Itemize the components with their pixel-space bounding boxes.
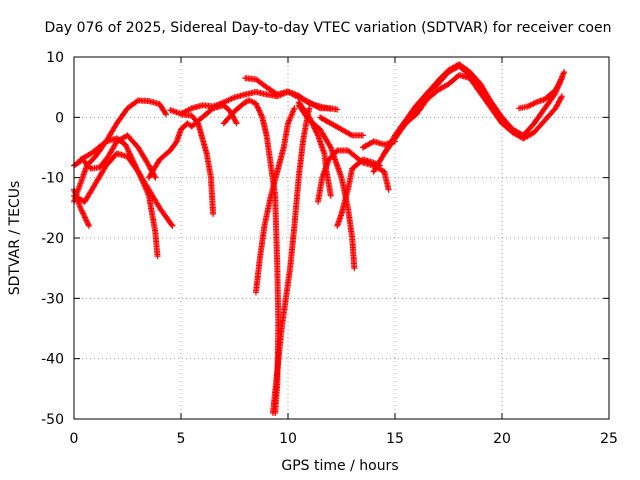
data-point <box>555 99 562 106</box>
data-point <box>359 132 366 139</box>
x-tick-label: 15 <box>386 431 404 447</box>
data-point <box>347 131 354 138</box>
data-point <box>233 120 240 127</box>
x-tick-label: 5 <box>177 431 186 447</box>
data-point <box>84 218 90 225</box>
x-tick-label: 0 <box>70 431 79 447</box>
data-point <box>258 111 264 118</box>
data-point <box>169 222 176 229</box>
data-point <box>306 105 313 112</box>
y-tick-label: 10 <box>46 50 64 66</box>
data-point <box>558 93 565 100</box>
data-point <box>152 174 159 181</box>
data-point <box>253 101 260 108</box>
series-track-21 <box>381 61 568 157</box>
x-tick-label: 20 <box>493 431 511 447</box>
data-point <box>154 253 161 260</box>
data-point <box>291 105 298 112</box>
series-track-22 <box>402 72 527 139</box>
data-point <box>520 132 527 139</box>
data-point <box>210 210 217 217</box>
y-tick-label: -30 <box>41 291 64 307</box>
y-axis-label: SDTVAR / TECUs <box>7 181 23 296</box>
y-tick-label: -40 <box>41 352 64 368</box>
chart-title: Day 076 of 2025, Sidereal Day-to-day VTE… <box>45 20 612 36</box>
series-track-17 <box>334 156 383 229</box>
series-track-23 <box>516 75 565 112</box>
data-point <box>168 221 175 228</box>
x-axis-label: GPS time / hours <box>281 458 398 474</box>
data-point <box>133 98 140 105</box>
data-point <box>327 105 334 112</box>
series-track-1 <box>71 97 169 205</box>
data-point <box>561 69 568 76</box>
y-tick-label: -50 <box>41 412 64 428</box>
series-track-12 <box>252 105 298 296</box>
x-tick-label: 25 <box>600 431 618 447</box>
data-point <box>555 81 562 88</box>
series-track-10 <box>220 97 282 416</box>
axes: 0 5 10 15 20 25 10 0 -10 -20 -30 -40 -50 <box>41 50 618 447</box>
series-track-9 <box>188 102 240 130</box>
data-points <box>71 61 568 416</box>
series-track-6 <box>145 120 195 181</box>
data-point <box>86 222 92 229</box>
y-tick-label: -10 <box>41 171 64 187</box>
series-track-5 <box>77 135 176 229</box>
series-track-8 <box>178 111 217 217</box>
x-tick-label: 10 <box>279 431 297 447</box>
data-point <box>334 106 341 113</box>
data-point <box>163 111 169 118</box>
data-point <box>162 110 169 116</box>
y-tick-label: -20 <box>41 231 64 247</box>
data-point <box>558 75 565 82</box>
data-point <box>385 186 392 193</box>
data-point <box>530 100 537 107</box>
data-point <box>327 192 334 199</box>
series-track-18 <box>317 114 366 139</box>
y-tick-label: 0 <box>55 110 64 126</box>
series-track-11 <box>242 75 334 112</box>
data-point <box>553 85 560 92</box>
data-point <box>351 265 358 272</box>
